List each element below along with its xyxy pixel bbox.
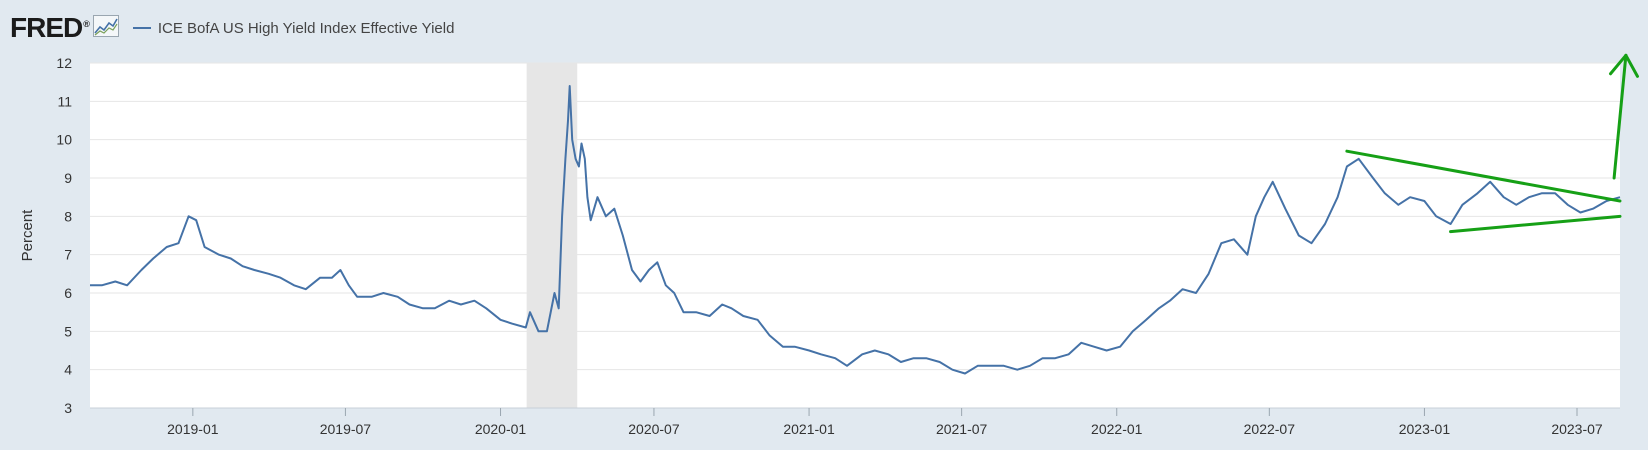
plot-area xyxy=(90,63,1620,408)
legend-label: ICE BofA US High Yield Index Effective Y… xyxy=(157,19,455,37)
y-tick-label: 10 xyxy=(56,132,72,148)
y-tick-label: 4 xyxy=(64,362,72,378)
y-tick-label: 9 xyxy=(64,170,72,186)
fred-logo[interactable]: FRED® xyxy=(10,12,90,43)
series-line xyxy=(90,85,1621,375)
arrow-shaft xyxy=(1612,53,1628,180)
x-tick-label: 2022-07 xyxy=(1244,421,1296,437)
y-axis-label: Percent xyxy=(19,209,36,262)
recession-band xyxy=(526,63,578,408)
y-tick-label: 6 xyxy=(64,285,72,301)
x-tick-label: 2020-01 xyxy=(475,421,527,437)
arrow-head xyxy=(1624,53,1639,78)
chart-header: FRED® ICE BofA US High Yield Index Effec… xyxy=(10,10,454,46)
annotations xyxy=(1345,53,1639,234)
x-tick-label: 2019-01 xyxy=(167,421,219,437)
y-tick-label: 3 xyxy=(64,400,72,416)
recession-shading-group xyxy=(526,63,578,408)
x-tick-label: 2021-07 xyxy=(936,421,988,437)
y-tick-label: 7 xyxy=(64,247,72,263)
y-tick-label: 12 xyxy=(56,55,72,71)
y-tick-label: 11 xyxy=(57,93,72,109)
y-tick-label: 5 xyxy=(64,323,72,339)
trendline xyxy=(1449,214,1622,234)
line-graph-icon xyxy=(92,14,119,42)
x-tick-label: 2023-07 xyxy=(1551,421,1603,437)
y-tick-label: 8 xyxy=(64,208,72,224)
x-tick-label: 2021-01 xyxy=(783,421,835,437)
x-tick-label: 2019-07 xyxy=(320,421,372,437)
x-tick-label: 2020-07 xyxy=(628,421,680,437)
x-tick-label: 2023-01 xyxy=(1399,421,1451,437)
x-tick-label: 2022-01 xyxy=(1091,421,1143,437)
arrow-head xyxy=(1609,53,1628,76)
x-axis: 2019-01 2019-07 2020-01 2020-07 2021-01 2021-… xyxy=(90,407,1620,437)
chart-legend: ICE BofA US High Yield Index Effective Y… xyxy=(132,19,455,37)
legend-swatch xyxy=(132,27,151,29)
y-axis: 3 4 5 6 7 8 9 10 11 12 xyxy=(56,55,72,416)
trendline xyxy=(1345,149,1622,203)
